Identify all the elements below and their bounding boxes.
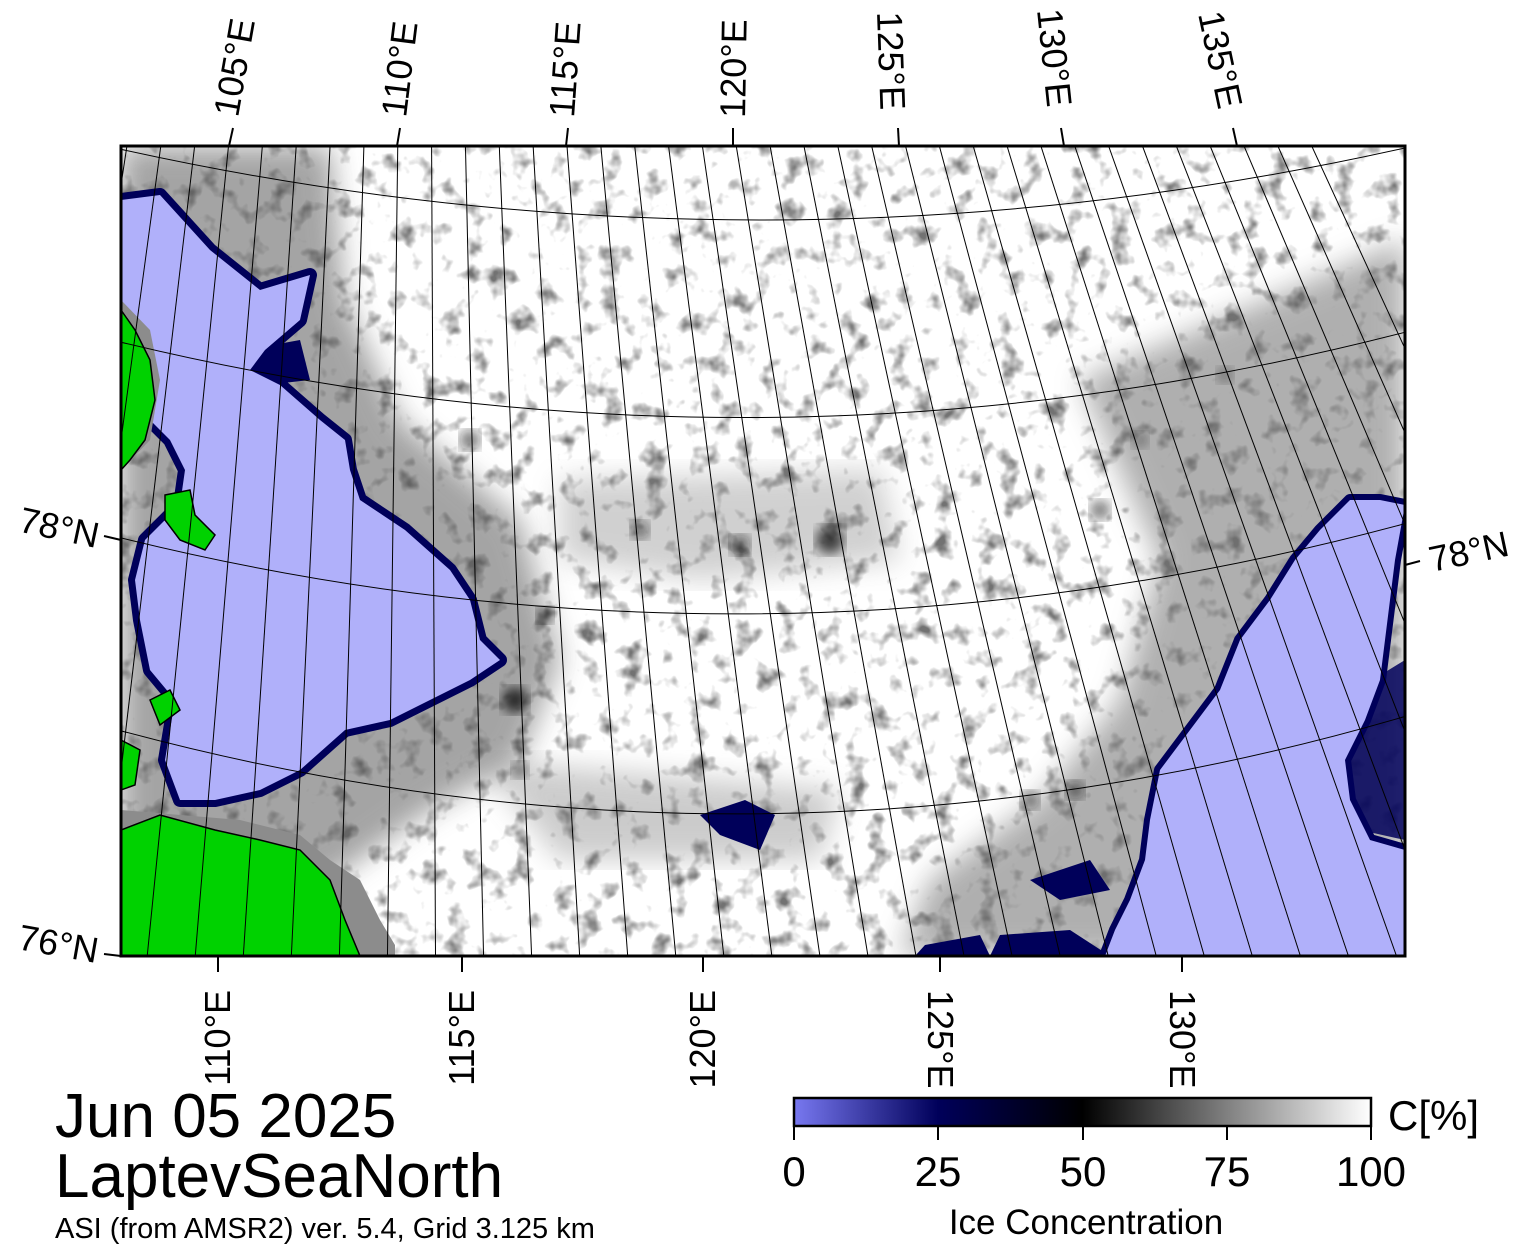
colorbar-tick-label: 0: [782, 1148, 805, 1195]
graticule-meridian: [1006, 146, 1253, 956]
graticule-meridian: [600, 146, 677, 956]
graticule-meridian: [386, 146, 399, 956]
graticule-meridian: [1175, 146, 1405, 734]
colorbar-strip: [792, 1096, 1373, 1128]
graticule-meridian: [1040, 146, 1301, 956]
graticule-meridian: [121, 146, 196, 775]
graticule-latitude-line: [121, 331, 1405, 418]
graticule-meridian: [634, 146, 725, 956]
graticule-meridian: [121, 146, 128, 189]
graticule-meridian: [1209, 146, 1405, 625]
frame-ticks: [103, 127, 1421, 972]
graticule-meridian: [1243, 146, 1405, 526]
lon-label-top: 110°E: [373, 19, 425, 119]
graticule-meridian: [431, 146, 437, 956]
lon-label-bottom: 125°E: [920, 990, 961, 1088]
land-island-2: [149, 688, 181, 727]
land-taymyr-south: [121, 814, 361, 956]
graticule-meridian: [1141, 146, 1405, 852]
graticule-meridian: [701, 146, 821, 956]
bottom-longitude-labels: 110°E 115°E 120°E 125°E 130°E: [197, 990, 1203, 1088]
map-field: [121, 146, 1405, 956]
region-name: LaptevSeaNorth: [55, 1142, 504, 1211]
graticule-meridian: [972, 146, 1205, 956]
colorbar-label: Ice Concentration: [949, 1203, 1223, 1242]
lon-label-top: 135°E: [1190, 7, 1251, 112]
open-water-west-fill: [121, 195, 500, 800]
graticule-latitude-line: [121, 715, 1405, 815]
land-island-1: [164, 489, 216, 551]
graticule-meridian: [668, 146, 773, 956]
open-water-west: [121, 188, 507, 807]
colorbar-tick-label: 50: [1060, 1148, 1107, 1195]
graticule-meridian: [803, 146, 965, 956]
lat-label-right: 78°N: [1425, 523, 1512, 580]
open-water-east: [1099, 494, 1405, 956]
graticule-meridian: [1311, 146, 1405, 350]
graticule-meridian: [904, 146, 1109, 956]
graticule-meridian: [735, 146, 869, 956]
lat-label-left: 78°N: [16, 499, 103, 556]
top-longitude-labels: 105°E 110°E 115°E 120°E 125°E 130°E 135°…: [206, 7, 1251, 120]
colorbar: 0 25 50 75 100 C[%] Ice Concentration: [782, 1092, 1479, 1242]
colorbar-tick-label: 25: [915, 1148, 962, 1195]
graticule-meridian: [338, 146, 365, 956]
colorbar-unit: C[%]: [1388, 1092, 1479, 1139]
lon-label-bottom: 130°E: [1162, 990, 1203, 1088]
graticule-meridian: [498, 146, 533, 956]
graticule-meridian: [121, 146, 162, 444]
graticule-meridian: [837, 146, 1013, 956]
lat-label-left: 76°N: [15, 917, 101, 971]
graticule-meridian: [1277, 146, 1405, 435]
lon-label-top: 115°E: [541, 20, 589, 118]
graticule-meridian: [566, 146, 629, 956]
graticule-meridian: [1074, 146, 1349, 956]
graticule-meridian: [871, 146, 1061, 956]
graticule-meridian: [464, 146, 485, 956]
lon-label-bottom: 115°E: [441, 990, 482, 1086]
lon-label-top: 120°E: [712, 19, 755, 118]
product-info: ASI (from AMSR2) ver. 5.4, Grid 3.125 km: [55, 1213, 595, 1245]
graticule-latitude-line: [121, 147, 1405, 221]
map-date: Jun 05 2025: [55, 1082, 397, 1151]
graticule-meridian: [146, 146, 229, 956]
colorbar-ticks: [793, 1126, 1372, 1140]
lon-label-bottom: 120°E: [682, 990, 723, 1088]
graticule-meridians: [121, 146, 1405, 956]
graticule-meridian: [1108, 146, 1398, 956]
graticule-meridian: [290, 146, 331, 956]
colorbar-tick-label: 100: [1336, 1148, 1406, 1195]
graticule-meridian: [194, 146, 263, 956]
graticule-meridian: [769, 146, 917, 956]
land-island-3: [121, 739, 141, 791]
lon-label-top: 125°E: [869, 11, 913, 111]
colorbar-tick-labels: 0 25 50 75 100: [782, 1148, 1406, 1195]
land-areas: [121, 308, 361, 956]
colorbar-tick-label: 75: [1204, 1148, 1251, 1195]
lon-label-top: 130°E: [1029, 7, 1080, 109]
lon-label-bottom: 110°E: [197, 990, 238, 1086]
open-water-east-fill: [1105, 500, 1405, 956]
lon-label-top: 105°E: [206, 15, 263, 119]
graticule-meridian: [938, 146, 1157, 956]
graticule-meridian: [532, 146, 581, 956]
map-frame: [119, 144, 1407, 958]
graticule-meridian: [242, 146, 297, 956]
